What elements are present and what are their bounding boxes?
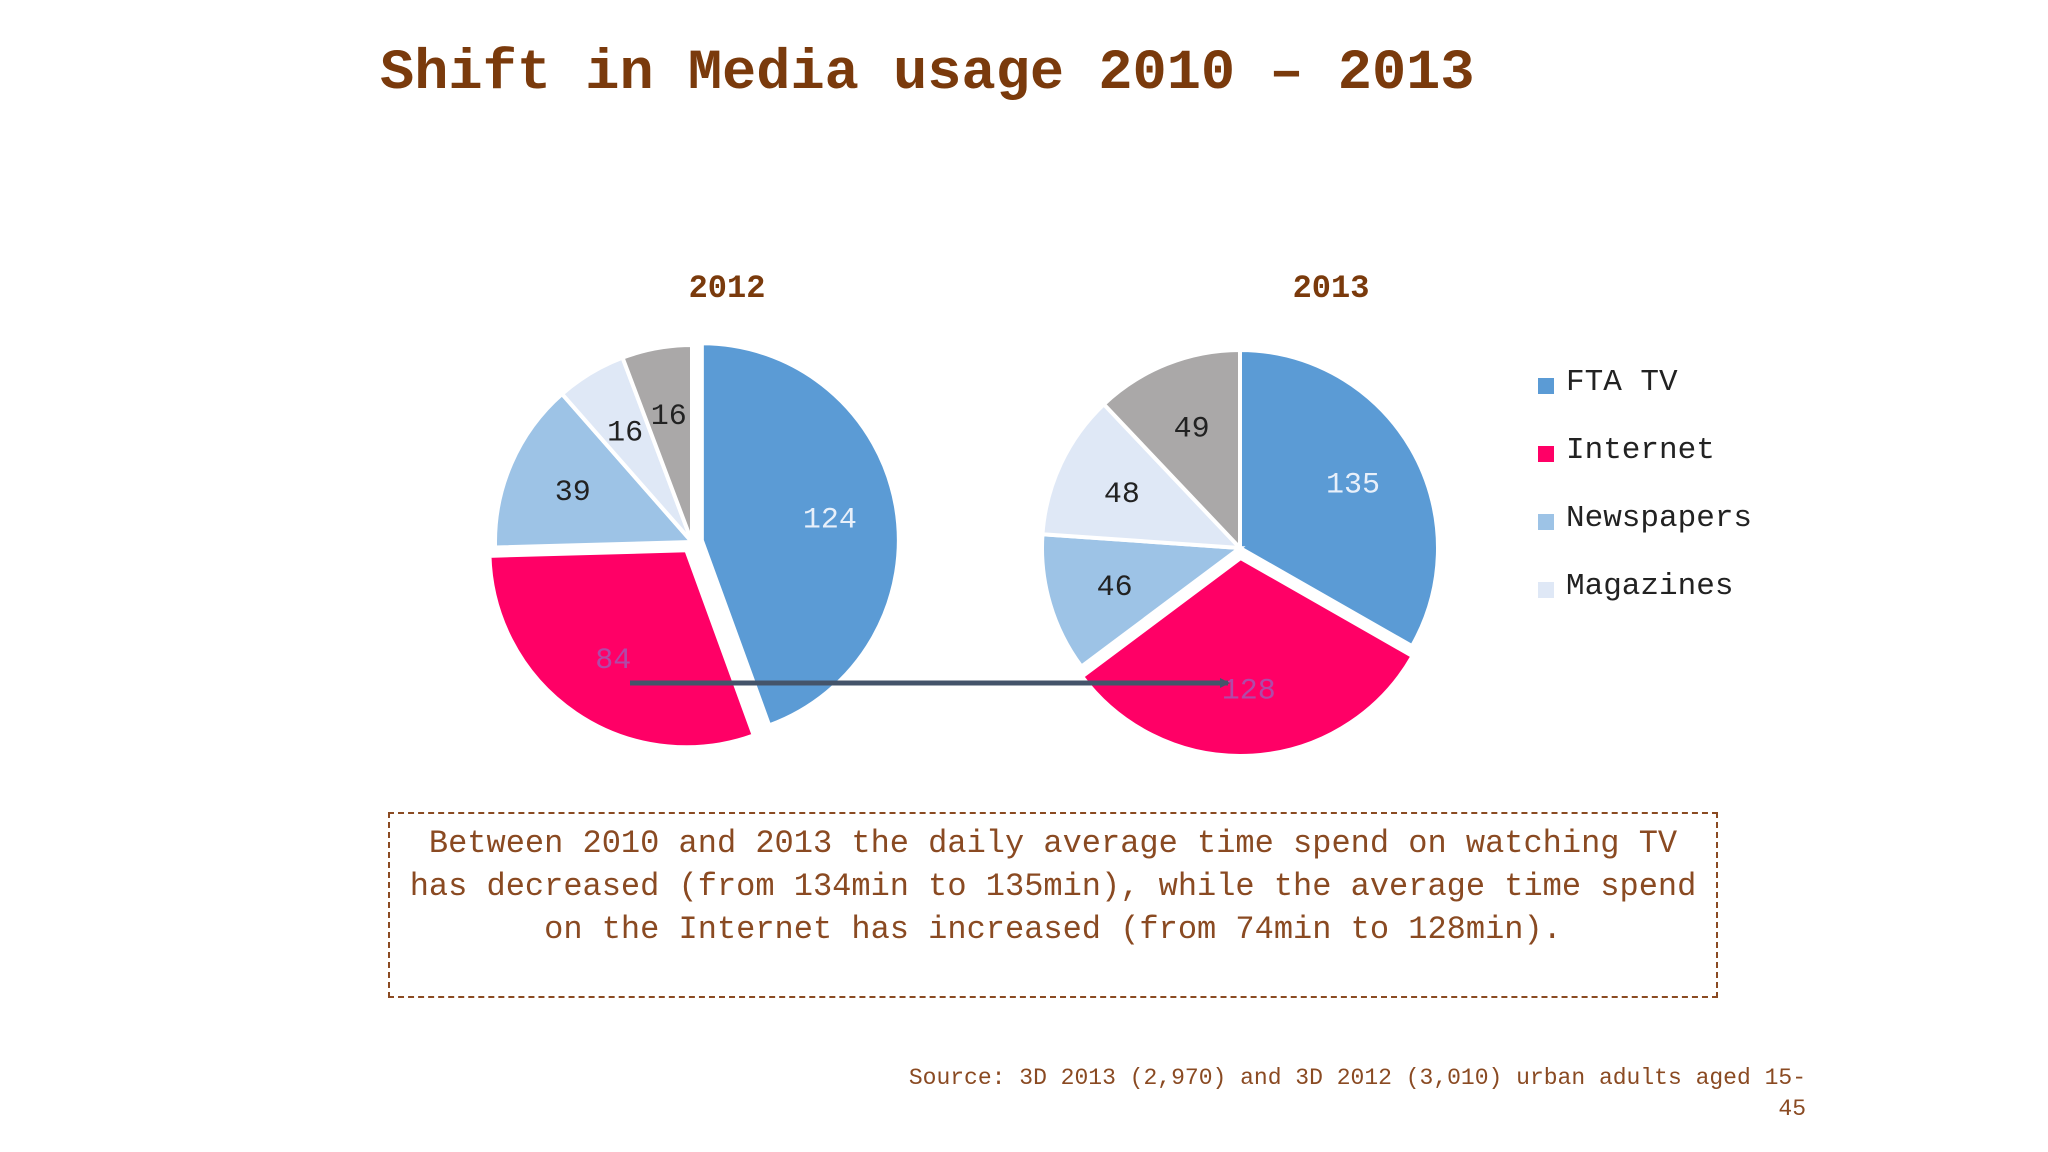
data-label: 84 xyxy=(595,644,631,678)
pie-slice-other xyxy=(1101,347,1242,554)
legend-swatch xyxy=(1538,582,1554,598)
legend-swatch xyxy=(1538,446,1554,462)
legend-label: FTA TV xyxy=(1566,365,1678,400)
data-label: 39 xyxy=(555,476,591,510)
pie-slice-fta-tv xyxy=(1238,347,1440,649)
legend-swatch xyxy=(1538,514,1554,530)
source-note: Source: 3D 2013 (2,970) and 3D 2012 (3,0… xyxy=(908,1065,1806,1122)
pie-slice-other xyxy=(619,342,694,543)
pie-slice-magazines xyxy=(1040,401,1245,551)
legend-item-newspapers: Newspapers xyxy=(1538,502,1766,536)
legend-item-internet: Internet xyxy=(1538,434,1766,468)
pie-title: 2012 xyxy=(689,270,766,307)
legend-item-magazines: Magazines xyxy=(1538,570,1766,604)
pie-slice-internet xyxy=(487,548,757,750)
data-label: 128 xyxy=(1222,674,1276,708)
legend-label: Magazines xyxy=(1566,569,1734,604)
data-label: 16 xyxy=(651,400,687,434)
pie-chart-2013: 2013 135 128 46 48 49 xyxy=(1040,270,1440,758)
pie-title: 2013 xyxy=(1293,270,1370,307)
data-label: 49 xyxy=(1174,413,1210,447)
data-label: 135 xyxy=(1326,468,1380,502)
legend-label: Newspapers xyxy=(1566,501,1753,536)
pie-chart-2012: 2012 124 84 39 16 16 xyxy=(487,270,901,750)
legend-item-fta-tv: FTA TV xyxy=(1538,366,1766,400)
pie-slice-fta-tv xyxy=(699,341,901,728)
data-label: 124 xyxy=(803,504,857,538)
pie-slice-internet xyxy=(1079,555,1416,758)
data-label: 16 xyxy=(607,417,643,451)
pie-slice-newspapers xyxy=(493,391,697,550)
data-label: 48 xyxy=(1104,478,1140,512)
page-title: Shift in Media usage 2010 – 2013 xyxy=(380,42,1475,106)
legend-label: Internet xyxy=(1566,433,1715,468)
legend-swatch xyxy=(1538,378,1554,394)
summary-note: Between 2010 and 2013 the daily average … xyxy=(388,812,1718,998)
data-label: 46 xyxy=(1097,571,1133,605)
pie-slice-newspapers xyxy=(1040,532,1246,670)
